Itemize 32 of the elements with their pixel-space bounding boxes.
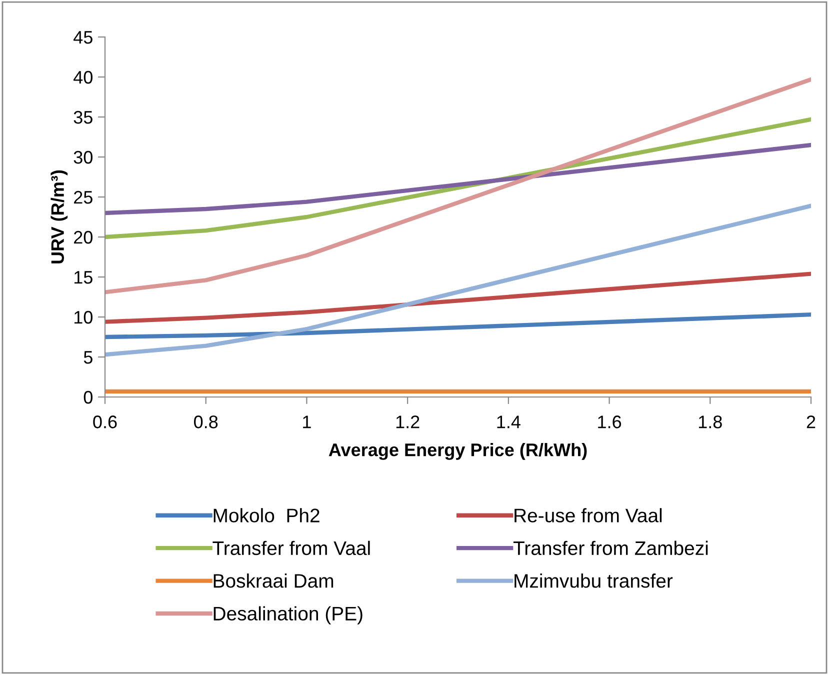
y-tick-label: 30 — [74, 150, 92, 164]
y-tick-label: 20 — [74, 230, 92, 244]
y-tick-label: 45 — [74, 31, 92, 44]
x-tick-label: 0.6 — [93, 416, 117, 428]
legend-label: Desalination (PE) — [214, 606, 362, 624]
legend-label: Boskraai Dam — [214, 574, 334, 588]
x-axis-title: Average Energy Price (R/kWh) — [328, 443, 587, 460]
legend-label: Re-use from Vaal — [514, 508, 662, 522]
x-tick-label: 1.4 — [497, 416, 520, 428]
x-tick-label: 1.2 — [396, 416, 420, 428]
y-tick-label: 5 — [84, 351, 92, 364]
legend-label: Mzimvubu transfer — [514, 574, 673, 588]
x-tick-label: 1.6 — [598, 416, 622, 428]
y-tick-label: 40 — [74, 70, 92, 84]
y-axis-title: URV (R/m³) — [50, 170, 68, 264]
y-tick-label: 35 — [74, 110, 92, 124]
line-series — [105, 77, 811, 294]
x-tick-label: 2 — [806, 416, 816, 428]
x-tick-label: 1 — [303, 416, 311, 428]
x-tick-label: 0.8 — [194, 416, 218, 428]
line-series — [105, 312, 811, 340]
legend-label: Mokolo Ph2 — [214, 508, 320, 522]
line-series — [105, 142, 811, 216]
line-series — [105, 272, 811, 324]
legend-label: Transfer from Vaal — [212, 540, 370, 556]
legend-label: Transfer from Zambezi — [513, 540, 708, 556]
line-series — [105, 204, 811, 357]
y-tick-label: 25 — [74, 190, 92, 204]
y-tick-label: 15 — [74, 271, 92, 284]
y-tick-label: 0 — [84, 390, 92, 404]
x-tick-label: 1.8 — [698, 416, 722, 428]
y-tick-label: 10 — [74, 310, 92, 324]
